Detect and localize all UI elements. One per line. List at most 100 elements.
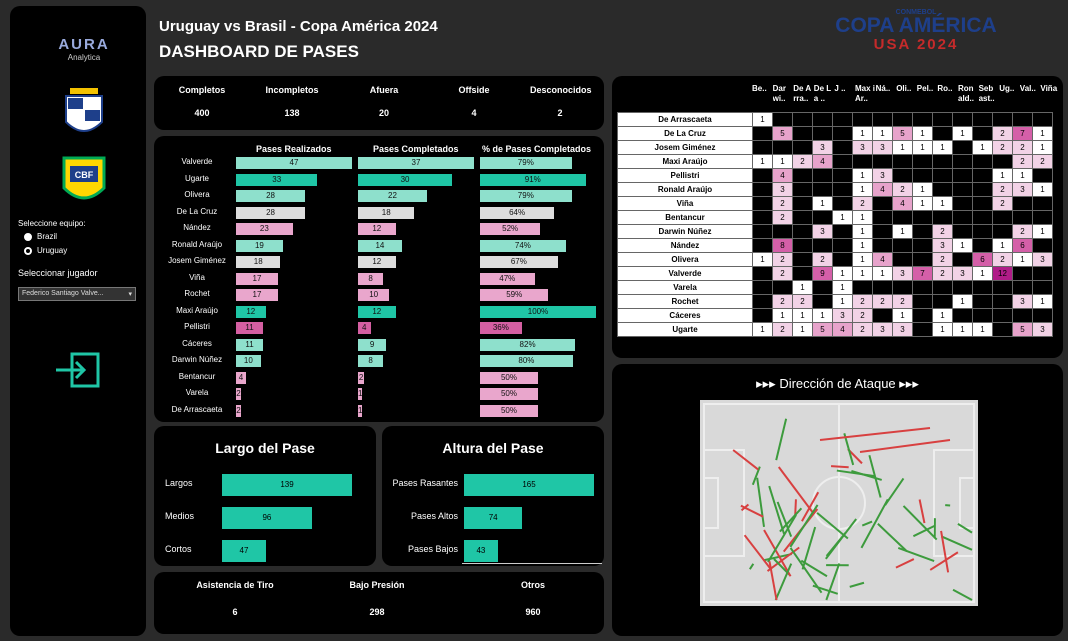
matrix-cell xyxy=(852,154,873,169)
pass-arrow xyxy=(877,523,908,553)
matrix-cell xyxy=(892,210,913,225)
passes-made-bar: 19 xyxy=(236,239,283,252)
matrix-col-header: Seb ast.. xyxy=(978,84,995,103)
matrix-cell xyxy=(1032,308,1053,323)
matrix-cell xyxy=(912,168,933,183)
matrix-cell: 1 xyxy=(912,182,933,197)
player-name: Varela xyxy=(185,388,209,397)
pass-arrow xyxy=(774,563,793,601)
passes-header-1: Pases Completados xyxy=(373,144,459,154)
matrix-cell xyxy=(1012,280,1033,295)
matrix-cell xyxy=(1012,266,1033,281)
matrix-cell: 7 xyxy=(1012,126,1033,141)
matrix-cell: 1 xyxy=(912,126,933,141)
matrix-cell: 2 xyxy=(1032,154,1053,169)
pass-arrow xyxy=(775,418,788,461)
matrix-cell: 2 xyxy=(932,252,953,267)
matrix-cell xyxy=(752,294,773,309)
pass-arrow xyxy=(912,524,935,538)
player-name: Bentancur xyxy=(178,371,216,381)
passes-pct-bar: 82% xyxy=(480,338,576,351)
matrix-cell: 6 xyxy=(1012,238,1033,253)
matrix-cell xyxy=(992,154,1013,169)
matrix-cell xyxy=(892,252,913,267)
matrix-cell: 1 xyxy=(852,252,873,267)
player-select[interactable]: Federico Santiago Valve... ▾ xyxy=(18,287,136,301)
matrix-cell xyxy=(832,182,853,197)
matrix-cell xyxy=(1032,238,1053,253)
matrix-cell xyxy=(752,182,773,197)
matrix-row-name: Cáceres xyxy=(617,308,753,323)
matrix-cell: 1 xyxy=(972,140,993,155)
matrix-cell: 1 xyxy=(1032,140,1053,155)
matrix-cell: 1 xyxy=(892,140,913,155)
bottom-kpi-value-2: 960 xyxy=(525,607,541,617)
matrix-cell xyxy=(1032,266,1053,281)
matrix-col-header: Oli.. xyxy=(896,84,912,93)
matrix-cell xyxy=(1032,280,1053,295)
pass-arrow xyxy=(740,504,764,518)
passes-made-bar: 28 xyxy=(236,206,306,219)
matrix-cell: 4 xyxy=(872,252,893,267)
matrix-row: Darwin Núñez 3 1 1 2 2 1 xyxy=(617,224,1053,239)
matrix-cell: 1 xyxy=(972,322,993,337)
passes-completed-bar: 2 xyxy=(358,371,365,384)
matrix-cell: 1 xyxy=(1012,252,1033,267)
matrix-cell xyxy=(932,210,953,225)
player-name: Josem Giménez xyxy=(168,256,226,265)
largo-title: Largo del Pase xyxy=(215,440,315,456)
matrix-row: Ronald Araújo 3 1 4 2 1 2 3 1 xyxy=(617,182,1053,197)
matrix-cell: 2 xyxy=(1012,224,1033,239)
largo-label: Medios xyxy=(165,511,195,521)
matrix-cell xyxy=(832,196,853,211)
passes-made-bar: 23 xyxy=(236,223,293,235)
matrix-cell: 1 xyxy=(912,140,933,155)
matrix-cell xyxy=(912,280,933,295)
altura-bar: 165 xyxy=(464,474,594,496)
matrix-cell xyxy=(952,168,973,183)
matrix-cell xyxy=(832,238,853,253)
passes-completed-bar: 18 xyxy=(358,206,415,219)
passes-pct-bar: 50% xyxy=(480,388,538,400)
team-radio-uruguay[interactable]: Uruguay xyxy=(24,246,67,255)
altura-label: Pases Rasantes xyxy=(392,478,458,488)
brazil-cbf-crest-icon: CBF xyxy=(62,156,106,200)
matrix-cell: 1 xyxy=(952,126,973,141)
matrix-col-header: Val.. xyxy=(1019,84,1036,93)
team-radio-brazil[interactable]: Brazil xyxy=(24,232,57,241)
matrix-cell: 1 xyxy=(872,126,893,141)
pass-arrow xyxy=(756,477,765,528)
matrix-row-name: Ugarte xyxy=(617,322,753,337)
pass-arrow xyxy=(800,559,828,578)
matrix-cell xyxy=(792,252,813,267)
matrix-cell: 3 xyxy=(812,140,833,155)
matrix-cell xyxy=(832,224,853,239)
pass-arrow xyxy=(743,534,772,571)
copa-america-logo: CONMEBOL COPA AMÉRICA USA 2024 xyxy=(835,9,997,53)
exit-icon[interactable] xyxy=(54,350,104,390)
matrix-cell xyxy=(1012,308,1033,323)
matrix-cell: 1 xyxy=(752,154,773,169)
matrix-cell: 1 xyxy=(852,168,873,183)
pass-arrow xyxy=(776,501,793,537)
matrix-cell: 1 xyxy=(752,322,773,337)
matrix-cell xyxy=(892,238,913,253)
matrix-cell: 12 xyxy=(992,266,1013,281)
matrix-cell: 2 xyxy=(892,294,913,309)
passes-made-bar: 28 xyxy=(236,190,306,202)
passes-pct-bar: 59% xyxy=(480,289,549,301)
matrix-cell: 2 xyxy=(992,182,1013,197)
matrix-cell: 1 xyxy=(832,210,853,225)
matrix-cell xyxy=(792,238,813,253)
matrix-col-header: Ná.. xyxy=(875,84,891,93)
player-name: Pellistri xyxy=(184,322,210,331)
matrix-cell: 5 xyxy=(812,322,833,337)
pass-arrow xyxy=(789,504,819,548)
player-name: De Arrascaeta xyxy=(171,404,223,414)
matrix-cell: 3 xyxy=(952,266,973,281)
matrix-cell xyxy=(792,140,813,155)
matrix-cell: 6 xyxy=(972,252,993,267)
dashboard-title: Uruguay vs Brasil - Copa América 2024 xyxy=(159,18,438,35)
matrix-cell xyxy=(792,126,813,141)
matrix-cell xyxy=(1032,112,1053,127)
